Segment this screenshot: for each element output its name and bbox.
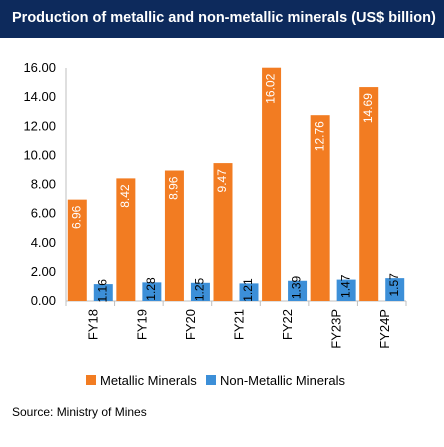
non-metallic-bar xyxy=(385,278,405,301)
legend-label-metallic: Metallic Minerals xyxy=(100,373,197,388)
x-tick-label: FY21 xyxy=(231,309,246,340)
metallic-data-label: 8.42 xyxy=(118,184,132,208)
non-metallic-bar xyxy=(190,282,210,301)
x-tick-label: FY22 xyxy=(280,309,295,340)
metallic-bar xyxy=(359,87,379,301)
metallic-data-label: 16.02 xyxy=(264,73,278,103)
non-metallic-bar xyxy=(239,283,259,301)
metallic-bar xyxy=(262,67,282,302)
non-metallic-data-label: 1.47 xyxy=(338,274,352,298)
non-metallic-data-label: 1.28 xyxy=(144,277,158,301)
x-tick-label: FY23P xyxy=(329,309,344,349)
non-metallic-bar xyxy=(142,282,162,301)
legend-swatch-metallic xyxy=(86,375,96,385)
non-metallic-data-label: 1.16 xyxy=(95,279,109,303)
non-metallic-data-label: 1.39 xyxy=(290,275,304,299)
y-tick-label: 12.00 xyxy=(23,118,56,133)
metallic-bar xyxy=(164,170,184,301)
metallic-data-label: 9.47 xyxy=(215,169,229,193)
non-metallic-data-label: 1.25 xyxy=(193,277,207,301)
metallic-data-label: 8.96 xyxy=(167,176,181,200)
legend-label-non-metallic: Non-Metallic Minerals xyxy=(220,373,345,388)
metallic-bar xyxy=(116,178,136,301)
y-tick-label: 4.00 xyxy=(31,235,56,250)
metallic-data-label: 14.69 xyxy=(361,93,375,123)
x-tick-label: FY24P xyxy=(377,309,392,349)
y-tick-label: 6.00 xyxy=(31,206,56,221)
metallic-data-label: 6.96 xyxy=(69,205,83,229)
x-tick-label: FY18 xyxy=(86,309,101,340)
x-tick-label: FY19 xyxy=(134,309,149,340)
non-metallic-data-label: 1.57 xyxy=(387,273,401,297)
x-tick-label: FY20 xyxy=(183,309,198,340)
non-metallic-bar xyxy=(336,279,356,301)
source-note: Source: Ministry of Mines xyxy=(12,405,147,419)
bar-chart: 0.00 2.00 4.00 6.00 8.00 10.00 12.00 14.00 16.00… xyxy=(23,60,407,388)
chart-title: Production of metallic and non-metallic … xyxy=(12,10,436,26)
y-tick-label: 14.00 xyxy=(23,89,56,104)
metallic-bar xyxy=(213,163,233,301)
non-metallic-data-label: 1.21 xyxy=(241,278,255,302)
non-metallic-bar xyxy=(288,280,308,301)
metallic-bar xyxy=(67,199,87,301)
y-tick-label: 0.00 xyxy=(31,293,56,308)
non-metallic-bar xyxy=(93,284,113,301)
chart-title-bar: Production of metallic and non-metallic … xyxy=(0,0,444,38)
y-tick-label: 16.00 xyxy=(23,60,56,75)
y-tick-label: 8.00 xyxy=(31,177,56,192)
metallic-bar xyxy=(310,115,330,302)
y-tick-label: 10.00 xyxy=(23,147,56,162)
metallic-data-label: 12.76 xyxy=(312,121,326,151)
legend-swatch-non-metallic xyxy=(206,375,216,385)
y-tick-label: 2.00 xyxy=(31,264,56,279)
